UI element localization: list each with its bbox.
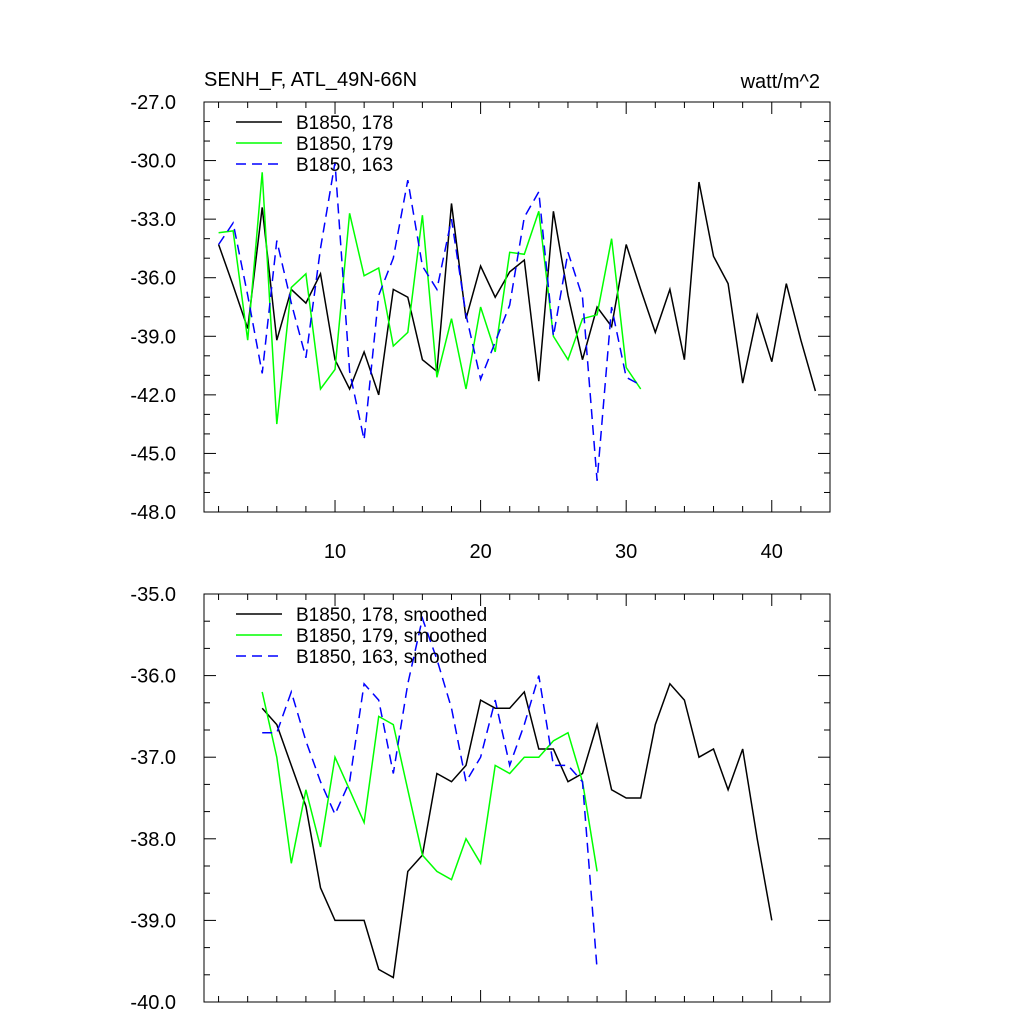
series-line-2	[261, 691, 598, 881]
legend-label: B1850, 178	[296, 113, 393, 134]
legend-label: B1850, 179	[296, 134, 393, 155]
y-tick-label: -36.0	[130, 268, 176, 290]
y-tick-label: -30.0	[130, 151, 176, 173]
x-tick-label: 40	[761, 541, 783, 563]
x-tick-label: 30	[615, 541, 637, 563]
legend-label: B1850, 179, smoothed	[296, 626, 487, 647]
series-line-2	[218, 172, 642, 425]
x-tick-label: 20	[469, 541, 491, 563]
y-tick-label: -39.0	[130, 910, 176, 932]
series-line-1	[261, 682, 773, 979]
y-tick-label: -40.0	[130, 992, 176, 1014]
y-tick-label: -45.0	[130, 443, 176, 465]
bottom-panel: -40.0 -39.0 -38.0 -37.0 -36.0 -35.0 B1850, 178…	[130, 584, 831, 1014]
x-tick-label: 10	[324, 541, 346, 563]
series-line-1	[217, 181, 817, 396]
plot-frame	[203, 593, 831, 1003]
y-tick-label: -37.0	[130, 747, 176, 769]
y-tick-label: -39.0	[130, 326, 176, 348]
legend-label: B1850, 163	[296, 155, 393, 176]
top-panel: -48.0 -45.0 -42.0 -39.0 -36.0 -33.0 -30.0 -27.0…	[130, 92, 831, 563]
plot-frame	[203, 101, 831, 513]
y-tick-label: -33.0	[130, 209, 176, 231]
units-label: watt/m^2	[740, 71, 820, 93]
series-line-3	[217, 162, 642, 481]
y-tick-label: -36.0	[130, 666, 176, 688]
y-tick-label: -42.0	[130, 385, 176, 407]
legend-label: B1850, 163, smoothed	[296, 647, 487, 668]
y-tick-label: -48.0	[130, 502, 176, 524]
legend-label: B1850, 178, smoothed	[296, 605, 487, 626]
y-tick-label: -35.0	[130, 584, 176, 606]
y-tick-label: -27.0	[130, 92, 176, 114]
series-line-3	[262, 615, 598, 970]
y-tick-label: -38.0	[130, 829, 176, 851]
figure-title: SENH_F, ATL_49N-66N	[204, 69, 417, 91]
